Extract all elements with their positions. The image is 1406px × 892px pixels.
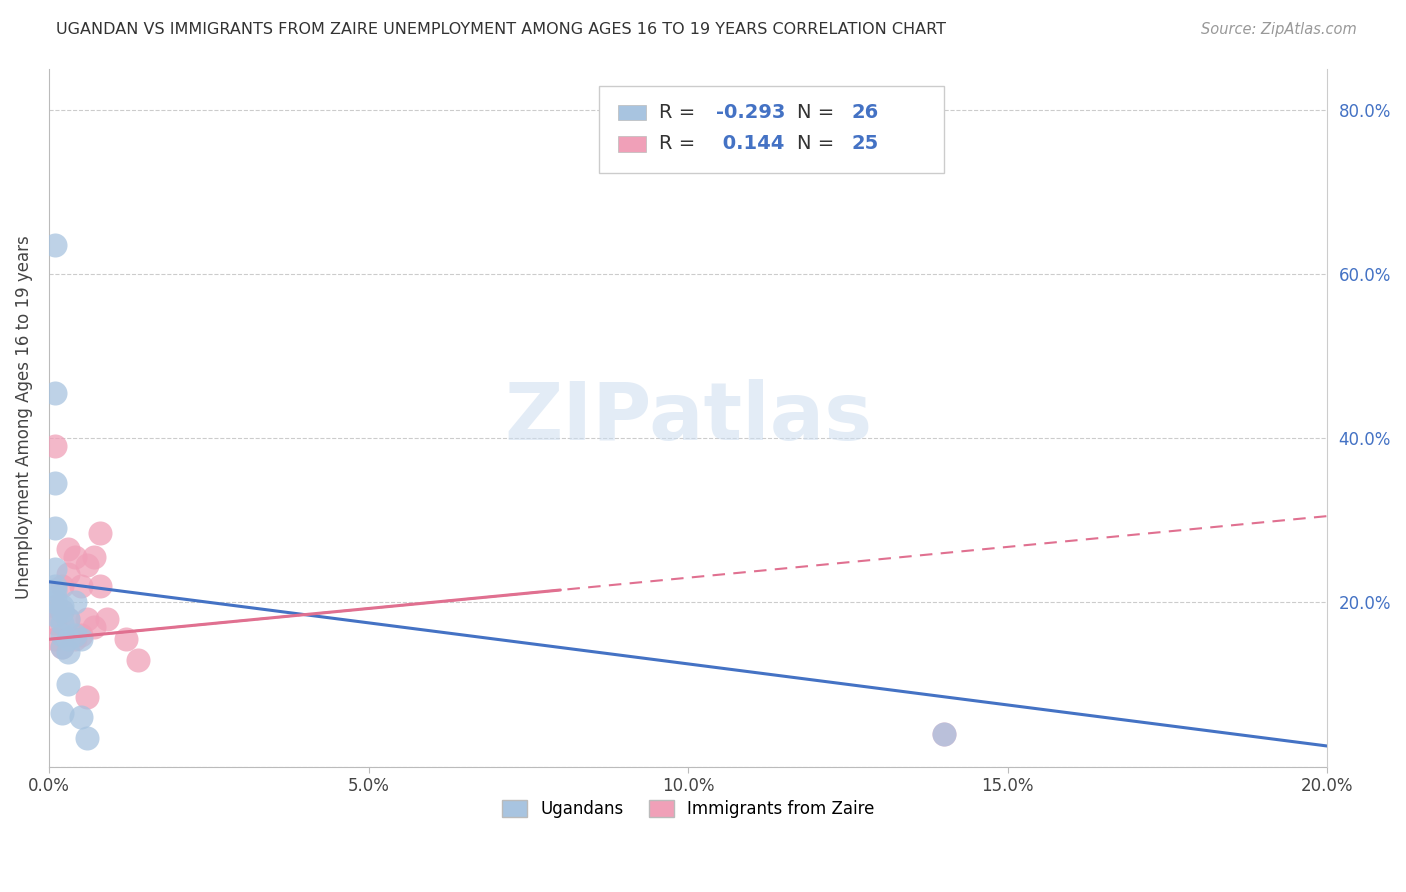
Point	[44, 595, 66, 609]
Point	[56, 644, 79, 658]
Point	[114, 632, 136, 647]
Text: N =: N =	[797, 103, 841, 122]
Point	[56, 612, 79, 626]
Point	[70, 632, 93, 647]
Point	[63, 632, 86, 647]
Point	[44, 591, 66, 606]
Point	[70, 628, 93, 642]
Point	[76, 690, 98, 704]
Point	[51, 706, 73, 721]
Point	[44, 607, 66, 622]
Point	[56, 677, 79, 691]
Point	[56, 612, 79, 626]
Point	[63, 628, 86, 642]
FancyBboxPatch shape	[617, 136, 645, 152]
Legend: Ugandans, Immigrants from Zaire: Ugandans, Immigrants from Zaire	[495, 793, 882, 824]
Point	[51, 599, 73, 614]
Point	[51, 603, 73, 617]
Point	[44, 562, 66, 576]
Text: 26: 26	[852, 103, 879, 122]
FancyBboxPatch shape	[599, 86, 943, 173]
Point	[44, 439, 66, 453]
Point	[76, 558, 98, 573]
Point	[83, 620, 105, 634]
Point	[44, 579, 66, 593]
Point	[51, 615, 73, 630]
Point	[56, 541, 79, 556]
Point	[44, 521, 66, 535]
Text: -0.293: -0.293	[716, 103, 786, 122]
Point	[70, 579, 93, 593]
Point	[63, 595, 86, 609]
Point	[44, 632, 66, 647]
Point	[83, 550, 105, 565]
Point	[932, 727, 955, 741]
Point	[56, 632, 79, 647]
Point	[96, 612, 118, 626]
Point	[56, 566, 79, 581]
Point	[44, 582, 66, 597]
Text: ZIPatlas: ZIPatlas	[505, 378, 872, 457]
Point	[44, 238, 66, 252]
Text: N =: N =	[797, 135, 841, 153]
FancyBboxPatch shape	[617, 105, 645, 120]
Point	[63, 550, 86, 565]
Text: 25: 25	[852, 135, 879, 153]
Point	[89, 525, 111, 540]
Point	[76, 612, 98, 626]
Point	[51, 603, 73, 617]
Point	[51, 640, 73, 655]
Point	[44, 615, 66, 630]
Point	[89, 579, 111, 593]
Point	[44, 476, 66, 491]
Point	[44, 599, 66, 614]
Point	[51, 640, 73, 655]
Text: UGANDAN VS IMMIGRANTS FROM ZAIRE UNEMPLOYMENT AMONG AGES 16 TO 19 YEARS CORRELAT: UGANDAN VS IMMIGRANTS FROM ZAIRE UNEMPLO…	[56, 22, 946, 37]
Point	[44, 385, 66, 400]
Point	[51, 628, 73, 642]
Text: 0.144: 0.144	[716, 135, 785, 153]
Y-axis label: Unemployment Among Ages 16 to 19 years: Unemployment Among Ages 16 to 19 years	[15, 235, 32, 599]
Text: R =: R =	[659, 135, 702, 153]
Point	[127, 653, 149, 667]
Text: Source: ZipAtlas.com: Source: ZipAtlas.com	[1201, 22, 1357, 37]
Point	[932, 727, 955, 741]
Point	[51, 579, 73, 593]
Point	[70, 710, 93, 724]
Point	[76, 731, 98, 745]
Text: R =: R =	[659, 103, 702, 122]
